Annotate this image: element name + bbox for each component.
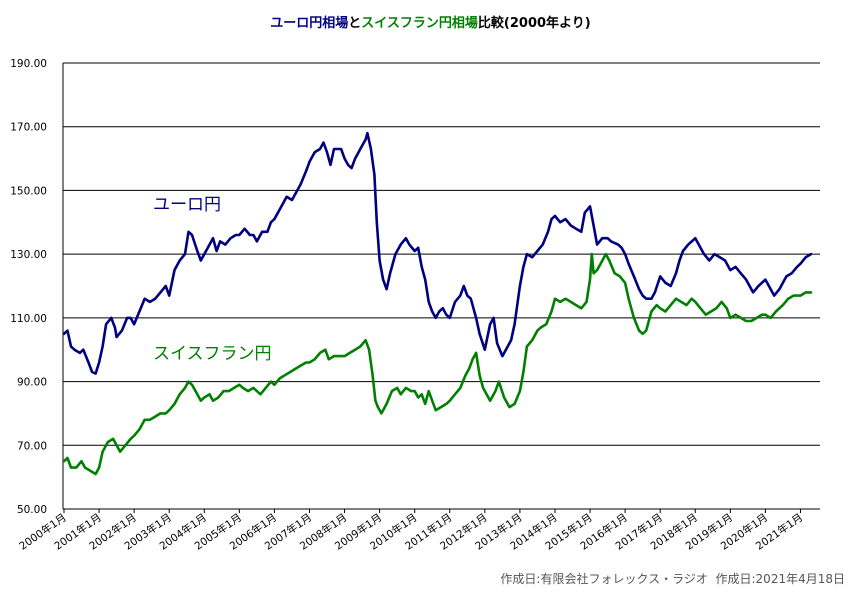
series-line-chf — [62, 252, 813, 476]
title-connector: と — [348, 16, 362, 31]
y-tick-labels: 50.00 70.00 90.00 110.00 130.00 150.00 170.00 1… — [10, 58, 47, 516]
x-tick-labels: 2000年1月2001年1月2002年1月2003年1月2004年1月2005年… — [17, 511, 805, 553]
gridlines — [63, 62, 820, 510]
series-lines — [62, 131, 813, 476]
y-tick-label: 170.00 — [10, 122, 47, 134]
series-label-eur: ユーロ円 — [153, 195, 221, 215]
y-tick-label: 90.00 — [17, 377, 47, 389]
title-suffix: 比較(2000年より) — [477, 16, 591, 31]
footer-date: 作成日:2021年4月18日 — [715, 572, 846, 586]
axes — [62, 63, 820, 513]
series-line-eur — [62, 131, 813, 375]
y-tick-label: 50.00 — [17, 504, 47, 516]
y-tick-label: 70.00 — [17, 440, 47, 452]
chart-title: ユーロ円相場とスイスフラン円相場比較(2000年より) — [0, 12, 861, 31]
y-tick-label: 150.00 — [10, 185, 47, 197]
footer: 作成日:有限会社フォレックス・ラジオ 作成日:2021年4月18日 — [500, 570, 845, 587]
title-chf-part: スイスフラン円相場 — [361, 16, 478, 31]
y-tick-label: 110.00 — [10, 313, 47, 325]
y-tick-label: 130.00 — [10, 249, 47, 261]
footer-author: 作成日:有限会社フォレックス・ラジオ — [500, 572, 708, 586]
series-label-chf: スイスフラン円 — [153, 344, 272, 364]
y-tick-label: 190.00 — [10, 58, 47, 70]
title-eur-part: ユーロ円相場 — [270, 16, 349, 31]
